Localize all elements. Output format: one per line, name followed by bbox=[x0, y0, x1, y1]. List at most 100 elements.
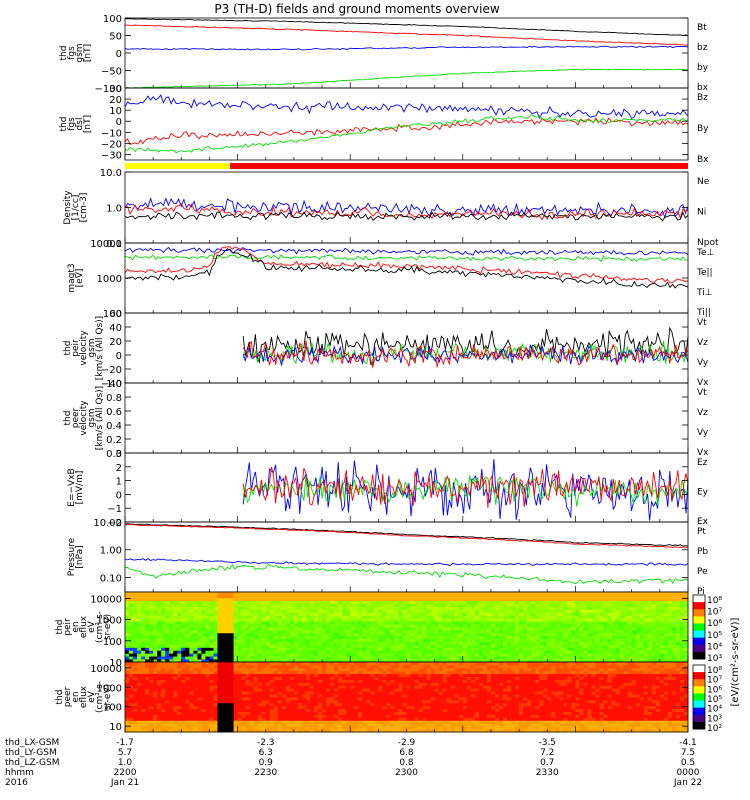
spectrogram-cell bbox=[358, 632, 363, 637]
spectrogram-cell bbox=[217, 694, 222, 698]
spectrogram-cell bbox=[334, 612, 339, 616]
spectrogram-cell bbox=[269, 603, 275, 607]
spectrogram-cell bbox=[269, 676, 275, 680]
spectrogram-cell bbox=[157, 720, 162, 724]
spectrogram-cell bbox=[257, 667, 263, 672]
spectrogram-cell bbox=[378, 635, 383, 640]
spectrogram-cell bbox=[309, 638, 315, 642]
spectrogram-cell bbox=[261, 664, 267, 669]
spectrogram-cell bbox=[410, 659, 415, 663]
spectrogram-cell bbox=[458, 638, 464, 642]
spectrogram-cell bbox=[563, 612, 568, 616]
spectrogram-cell bbox=[233, 682, 238, 686]
spectrogram-cell bbox=[293, 618, 299, 622]
y-axis-label: [nPa] bbox=[75, 545, 85, 568]
spectrogram-cell bbox=[539, 644, 544, 648]
legend-Bx: Bx bbox=[697, 155, 709, 165]
spectrogram-cell bbox=[205, 682, 210, 686]
spectrogram-cell bbox=[667, 624, 673, 628]
spectrogram-cell bbox=[535, 656, 540, 660]
spectrogram-cell bbox=[281, 653, 287, 657]
spectrogram-cell bbox=[555, 635, 560, 640]
spectrogram-cell bbox=[201, 711, 206, 715]
spectrogram-cell bbox=[338, 638, 343, 642]
spectrogram-cell bbox=[309, 603, 315, 607]
spectrogram-cell bbox=[225, 682, 230, 686]
spectrogram-cell bbox=[221, 653, 226, 657]
spectrogram-cell bbox=[161, 676, 166, 680]
spectrogram-cell bbox=[241, 627, 247, 631]
spectrogram-cell bbox=[253, 679, 259, 683]
spectrogram-cell bbox=[305, 664, 311, 669]
spectrogram-cell bbox=[334, 606, 339, 610]
spectrogram-cell bbox=[474, 638, 480, 642]
spectrogram-cell bbox=[209, 682, 214, 686]
legend-Te||: Te|| bbox=[696, 268, 713, 278]
spectrogram-cell bbox=[603, 656, 608, 660]
spectrogram-cell bbox=[446, 592, 452, 596]
spectrogram-cell bbox=[394, 603, 399, 607]
spectrogram-cell bbox=[482, 638, 488, 642]
spectrogram-cell bbox=[129, 624, 134, 628]
spectrogram-cell bbox=[354, 597, 359, 602]
spectrogram-cell bbox=[627, 653, 633, 657]
spectrogram-cell bbox=[161, 629, 166, 634]
spectrogram-cell bbox=[587, 656, 592, 660]
spectrogram-cell bbox=[410, 647, 415, 651]
spectrogram-cell bbox=[547, 659, 552, 663]
spectrogram-cell bbox=[466, 600, 472, 605]
spectrogram-cell bbox=[157, 650, 162, 654]
spectrogram-cell bbox=[671, 612, 677, 616]
spectrogram-cell bbox=[233, 609, 238, 613]
spectrogram-cell bbox=[498, 603, 504, 607]
spectrogram-cell bbox=[165, 659, 170, 663]
spectrogram-cell bbox=[137, 691, 142, 695]
spectrogram-cell bbox=[438, 632, 444, 637]
spectrogram-cell bbox=[338, 641, 343, 645]
spectrogram-cell bbox=[213, 603, 218, 607]
spectrogram-cell bbox=[149, 615, 154, 619]
spectrogram-cell bbox=[221, 609, 226, 613]
y-tick-label: −30 bbox=[101, 150, 122, 161]
spectrogram-cell bbox=[153, 688, 158, 692]
spectrogram-cell bbox=[486, 659, 492, 663]
spectrogram-cell bbox=[583, 659, 588, 663]
spectrogram-cell bbox=[679, 627, 685, 631]
spectrogram-cell bbox=[281, 670, 287, 675]
spectrogram-cell bbox=[410, 592, 415, 596]
spectrogram-cell bbox=[169, 656, 174, 660]
spectrogram-cell bbox=[599, 624, 604, 628]
spectrogram-cell bbox=[273, 673, 279, 677]
spectrogram-cell bbox=[285, 726, 291, 730]
spectrogram-cell bbox=[181, 676, 186, 680]
spectrogram-cell bbox=[305, 603, 311, 607]
spectrogram-cell bbox=[426, 600, 432, 605]
spectrogram-cell bbox=[133, 662, 138, 666]
spectrogram-cell bbox=[169, 609, 174, 613]
spectrogram-cell bbox=[426, 632, 432, 637]
spectrogram-cell bbox=[197, 667, 202, 672]
spectrogram-cell bbox=[285, 624, 291, 628]
spectrogram-cell bbox=[595, 653, 600, 657]
spectrogram-cell bbox=[631, 618, 637, 622]
spectrogram-cell bbox=[269, 606, 275, 610]
spectrogram-cell bbox=[161, 685, 166, 689]
spectrogram-cell bbox=[277, 635, 283, 640]
spectrogram-cell bbox=[535, 612, 540, 616]
spectrogram-cell bbox=[374, 592, 379, 596]
spectrogram-cell bbox=[253, 699, 259, 704]
spectrogram-cell bbox=[322, 621, 327, 625]
spectrogram-cell bbox=[318, 635, 323, 640]
spectrogram-cell bbox=[125, 664, 130, 669]
legend-Vx: Vx bbox=[697, 448, 709, 458]
spectrogram-cell bbox=[297, 609, 303, 613]
spectrogram-cell bbox=[233, 726, 238, 730]
spectrogram-cell bbox=[350, 647, 355, 651]
spectrogram-cell bbox=[169, 670, 174, 675]
spectrogram-cell bbox=[575, 650, 580, 654]
spectrogram-cell bbox=[261, 694, 267, 698]
spectrogram-cell bbox=[350, 653, 355, 657]
spectrogram-cell bbox=[663, 653, 669, 657]
spectrogram-cell bbox=[543, 624, 548, 628]
